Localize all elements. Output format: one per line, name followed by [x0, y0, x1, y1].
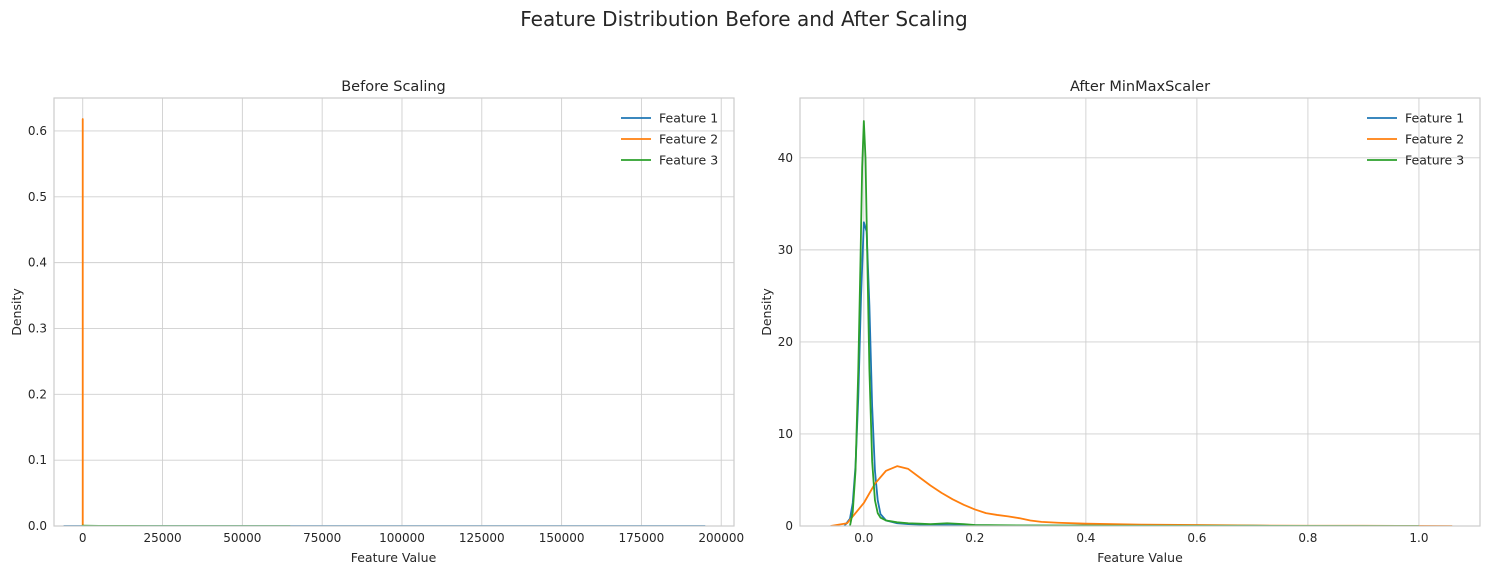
y-tick-label: 0.3 — [28, 321, 47, 335]
plot-frame — [53, 97, 735, 527]
x-tick-label: 1.0 — [1409, 531, 1428, 545]
figure-title: Feature Distribution Before and After Sc… — [520, 7, 968, 31]
legend-label: Feature 3 — [659, 153, 718, 168]
legend-label: Feature 2 — [659, 132, 718, 147]
x-tick-label: 0.0 — [854, 531, 873, 545]
y-tick-label: 0 — [785, 519, 793, 533]
x-axis-label: Feature Value — [351, 550, 437, 565]
y-tick-label: 0.2 — [28, 387, 47, 401]
x-tick-label: 175000 — [619, 531, 665, 545]
series-line-3 — [849, 120, 1419, 526]
x-tick-label: 125000 — [459, 531, 505, 545]
x-axis-label: Feature Value — [1097, 550, 1183, 565]
panel-title: After MinMaxScaler — [1070, 79, 1210, 95]
y-tick-label: 0.0 — [28, 519, 47, 533]
x-tick-label: 0.6 — [1187, 531, 1206, 545]
y-tick-label: 0.4 — [28, 256, 47, 270]
panel-before-scaling: Before Scaling 0 25000 50000 75000 100000 125… — [9, 79, 744, 565]
panel-title: Before Scaling — [341, 79, 446, 95]
y-axis-label: Density — [759, 288, 774, 336]
legend-label: Feature 3 — [1405, 153, 1464, 168]
x-tick-label: 150000 — [539, 531, 585, 545]
x-tick-label: 100000 — [379, 531, 425, 545]
x-tick-label: 200000 — [698, 531, 744, 545]
series-line-2 — [830, 465, 1453, 526]
panel-after-minmaxscaler: After MinMaxScaler 0.0 0.2 0.4 0.6 0.8 1.0 0 10… — [759, 79, 1481, 565]
y-tick-label: 40 — [778, 151, 793, 165]
plot-frame — [799, 97, 1481, 527]
y-tick-label: 0.1 — [28, 453, 47, 467]
legend-label: Feature 1 — [1405, 111, 1464, 126]
x-tick-label: 0 — [79, 531, 87, 545]
y-tick-label: 0.6 — [28, 124, 47, 138]
y-tick-label: 10 — [778, 427, 793, 441]
y-tick-label: 20 — [778, 335, 793, 349]
legend-label: Feature 1 — [659, 111, 718, 126]
x-tick-label: 0.8 — [1298, 531, 1317, 545]
legend-label: Feature 2 — [1405, 132, 1464, 147]
y-tick-label: 30 — [778, 243, 793, 257]
x-tick-label: 0.4 — [1076, 531, 1095, 545]
x-tick-label: 0.2 — [965, 531, 984, 545]
x-tick-label: 50000 — [223, 531, 261, 545]
series-line-1 — [843, 221, 1419, 526]
x-tick-label: 75000 — [303, 531, 341, 545]
x-tick-label: 25000 — [143, 531, 181, 545]
y-axis-label: Density — [9, 288, 24, 336]
y-tick-label: 0.5 — [28, 190, 47, 204]
